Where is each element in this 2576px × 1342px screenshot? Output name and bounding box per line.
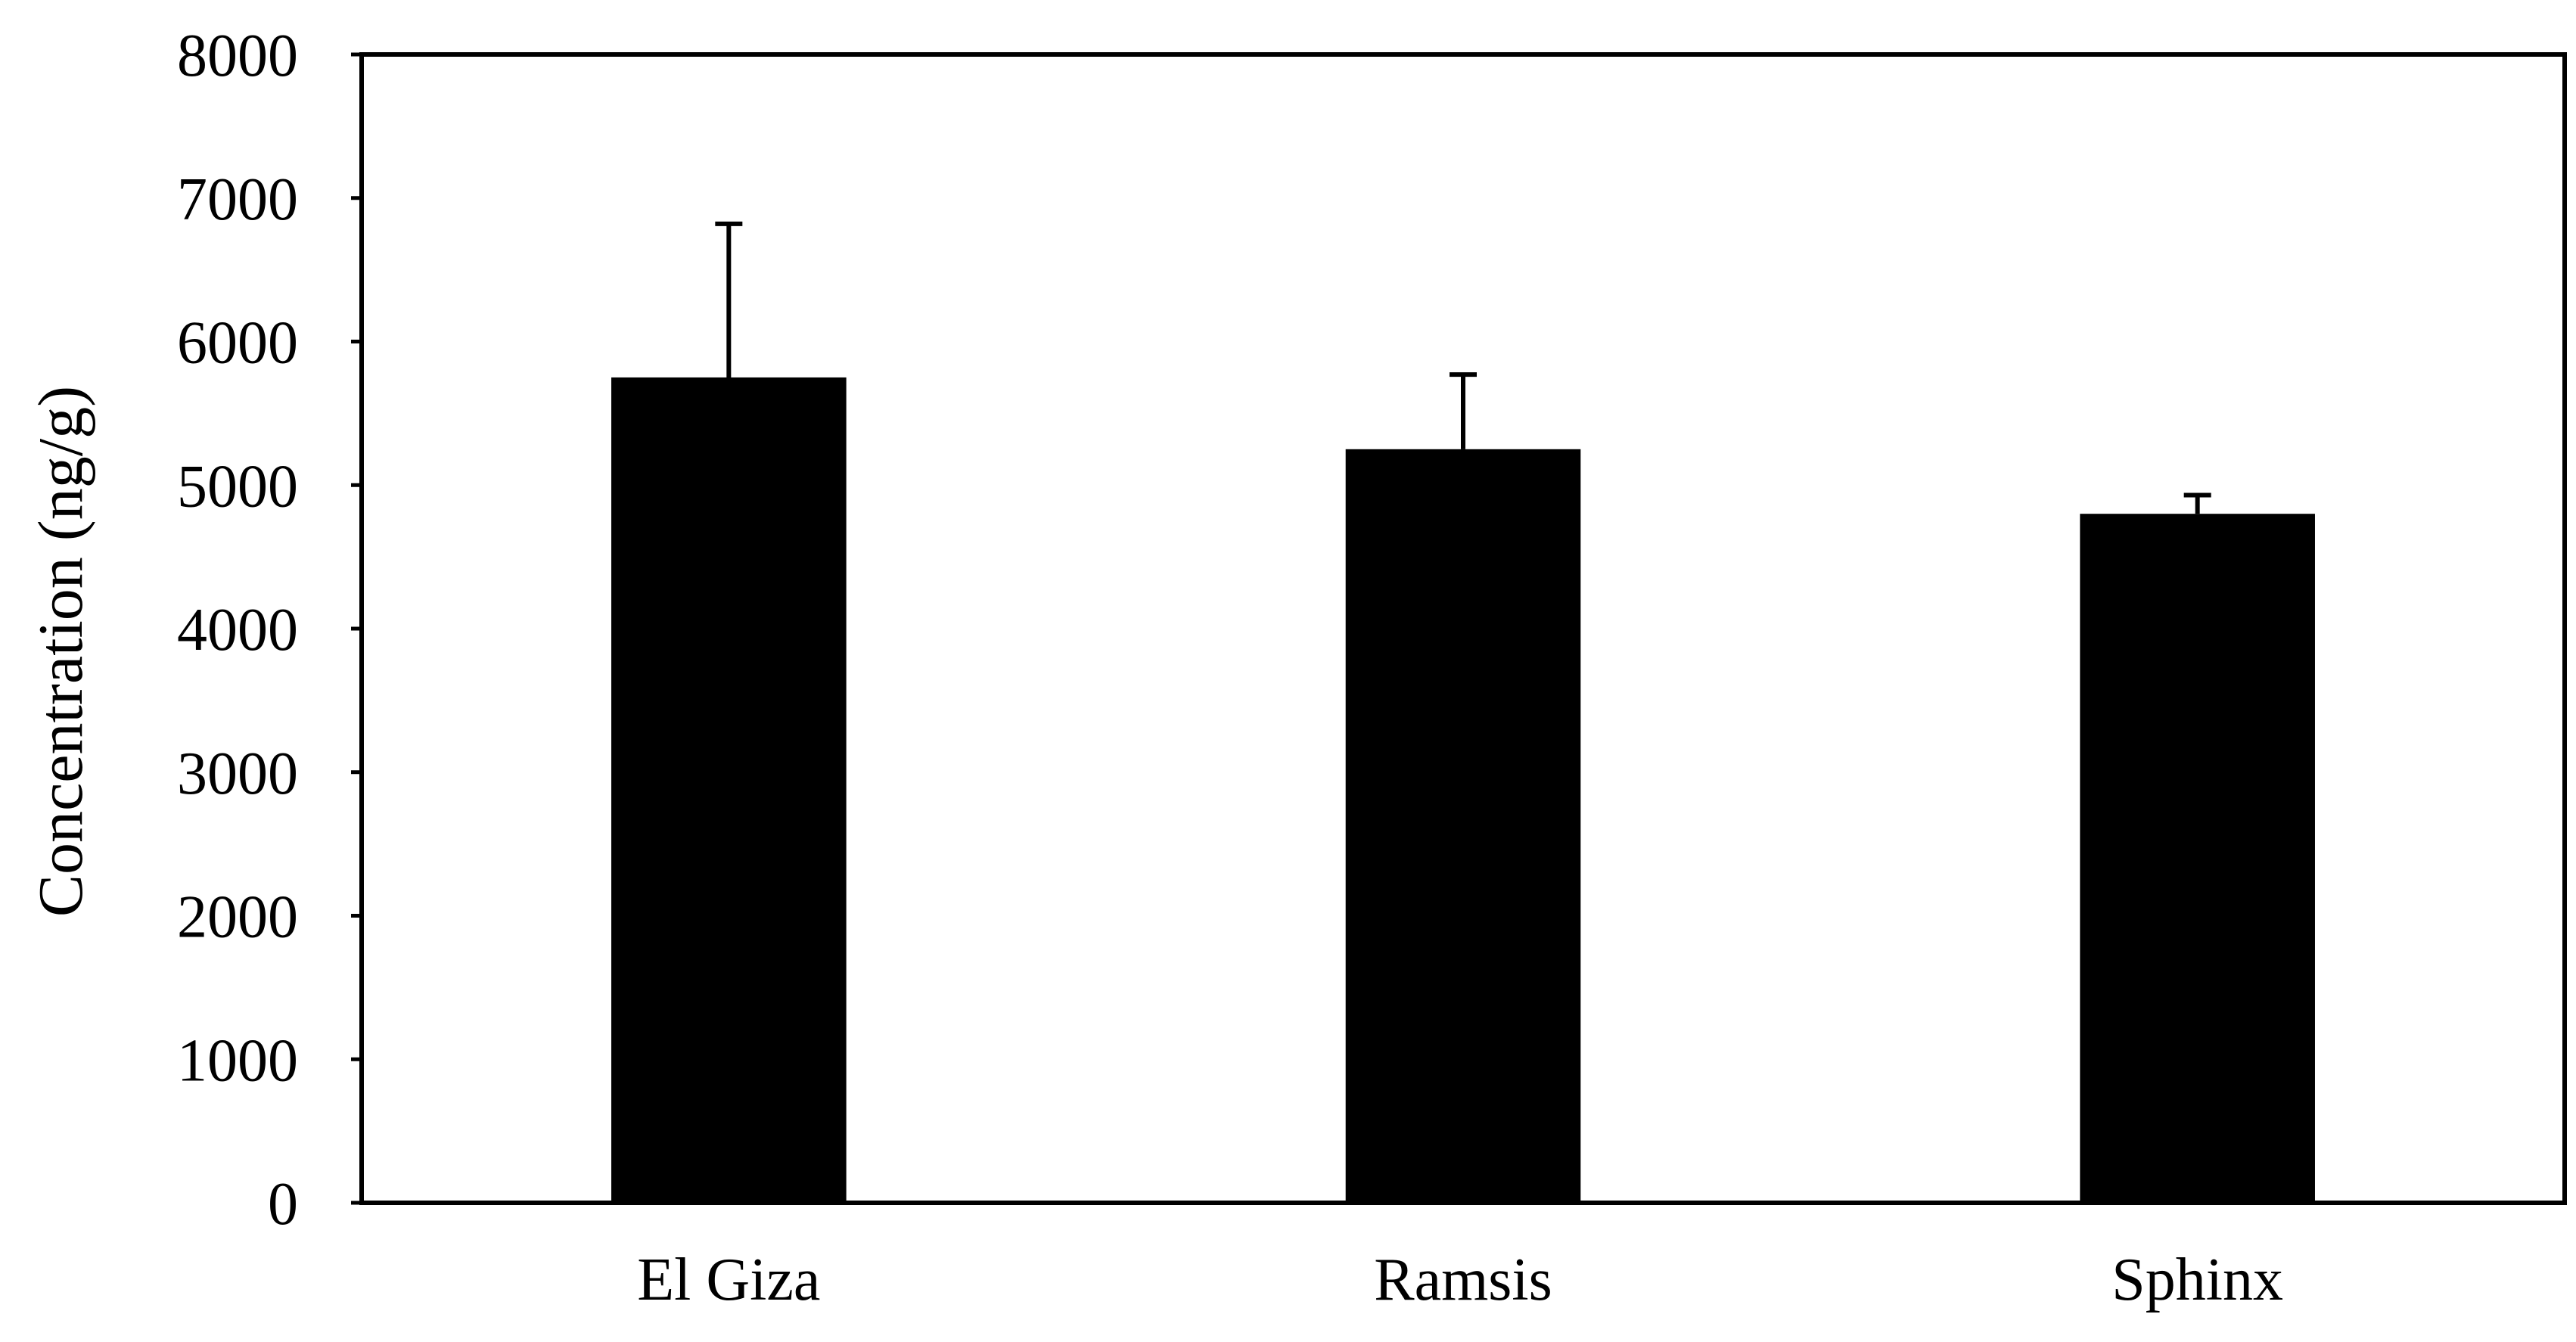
x-axis-tick-labels: El Giza Ramsis Sphinx — [637, 1247, 2283, 1313]
bars — [611, 377, 2315, 1203]
y-tick-label: 4000 — [177, 597, 298, 663]
plot-area-frame — [359, 52, 2567, 1205]
error-bar-ramsis — [1450, 372, 1477, 449]
y-tick-label: 2000 — [177, 884, 298, 951]
y-tick-label: 3000 — [177, 741, 298, 807]
error-bars — [715, 221, 2211, 514]
y-tick-label: 5000 — [177, 453, 298, 520]
y-axis-title: Concentration (ng/g) — [26, 386, 96, 917]
y-tick-label: 0 — [268, 1171, 298, 1238]
bar-ramsis — [1345, 449, 1581, 1203]
bar-el-giza — [611, 377, 847, 1203]
y-tick-label: 6000 — [177, 310, 298, 377]
x-tick-label: Ramsis — [1374, 1247, 1552, 1313]
x-tick-label: El Giza — [637, 1247, 820, 1313]
bar-sphinx — [2080, 514, 2315, 1203]
error-bar-el-giza — [715, 221, 743, 377]
y-axis-tick-labels: 0 1000 2000 3000 4000 5000 6000 7000 8000 — [177, 23, 298, 1238]
y-axis-ticks — [351, 52, 362, 1205]
y-tick-label: 7000 — [177, 166, 298, 233]
y-tick-label: 1000 — [177, 1027, 298, 1094]
error-bar-sphinx — [2183, 492, 2211, 514]
y-tick-label: 8000 — [177, 23, 298, 89]
x-tick-label: Sphinx — [2111, 1247, 2283, 1313]
